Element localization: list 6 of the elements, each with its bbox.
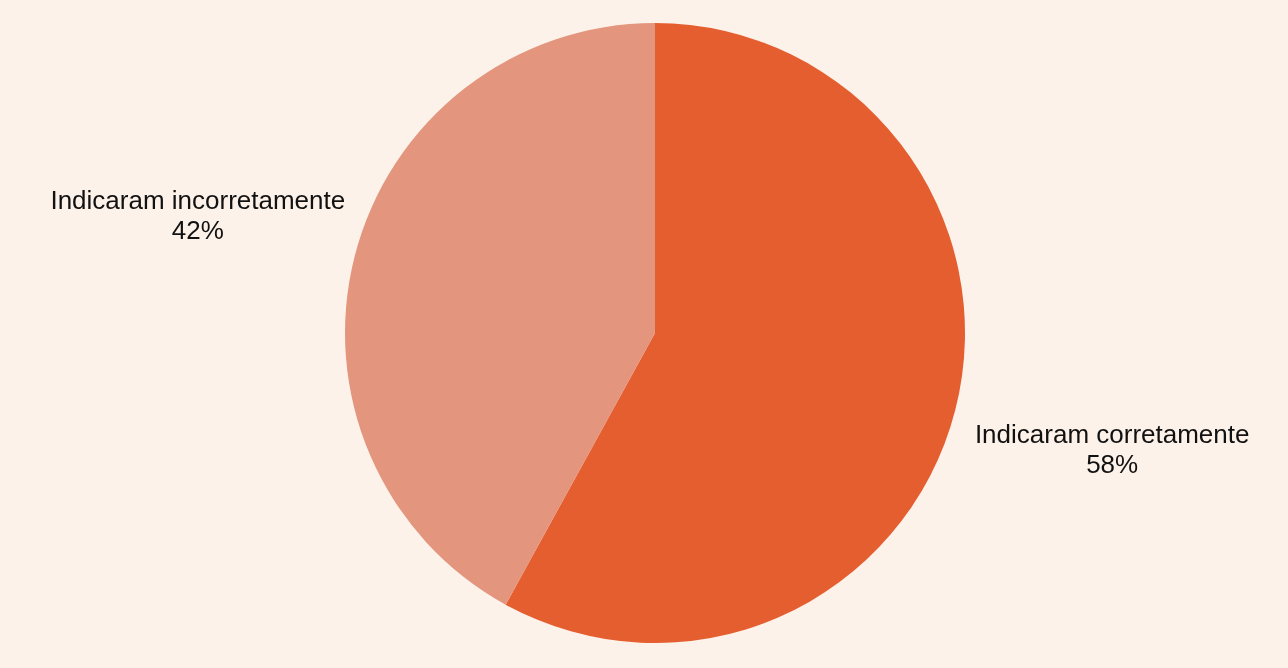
slice-label: Indicaram incorretamente: [50, 184, 346, 215]
data-label: 42%: [171, 214, 224, 245]
data-label: 58%: [1086, 449, 1139, 480]
pie-slice: [505, 23, 965, 643]
slice-label: Indicaram corretamente: [974, 419, 1250, 450]
pie-slice: [345, 23, 655, 605]
